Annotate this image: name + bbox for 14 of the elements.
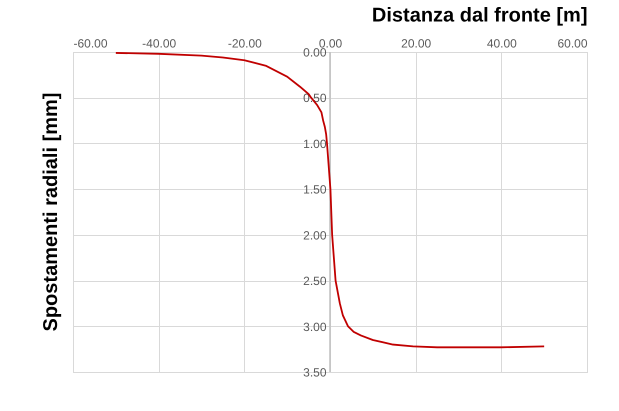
- x-tick-label: 60.00: [557, 36, 588, 50]
- y-tick-label: 3.50: [303, 366, 327, 380]
- x-tick-label: -60.00: [74, 36, 108, 50]
- y-tick-label: 2.50: [303, 274, 327, 288]
- x-axis-title: Distanza dal fronte [m]: [372, 4, 588, 26]
- x-tick-label: -40.00: [142, 36, 177, 50]
- x-tick-label: -20.00: [228, 36, 262, 50]
- y-tick-label: 1.50: [303, 182, 327, 197]
- y-tick-label: 2.00: [303, 228, 327, 242]
- y-axis-title: Spostamenti radiali [mm]: [40, 92, 62, 332]
- y-tick-label: 1.00: [303, 136, 327, 151]
- x-tick-label: 40.00: [486, 36, 518, 50]
- y-tick-label: 3.00: [303, 320, 327, 334]
- x-tick-label: 20.00: [401, 36, 432, 50]
